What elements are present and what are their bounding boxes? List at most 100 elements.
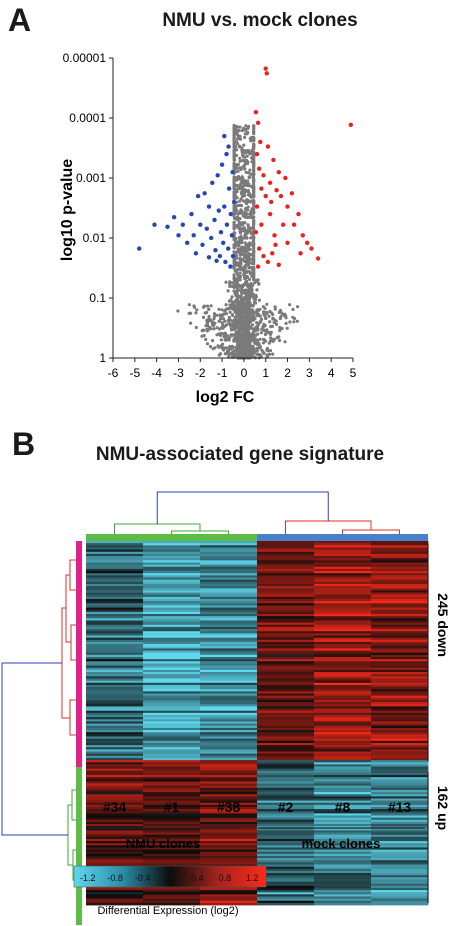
heatmap-cell <box>143 710 201 714</box>
heatmap-cell <box>257 802 315 806</box>
heatmap-cell <box>257 650 315 654</box>
heatmap-cell <box>143 708 201 712</box>
dendrogram-branch <box>342 529 400 534</box>
non-significant-point <box>246 330 251 334</box>
non-significant-point <box>252 160 256 164</box>
up-regulated-point <box>296 211 301 217</box>
non-significant-point <box>238 166 242 170</box>
non-significant-point <box>245 350 250 355</box>
heatmap-cell <box>314 755 372 759</box>
non-significant-point <box>274 322 279 326</box>
non-significant-point <box>234 225 239 229</box>
non-significant-point <box>246 160 250 164</box>
heatmap-cell <box>143 730 201 733</box>
heatmap-cell <box>371 817 429 821</box>
heatmap-cell <box>143 781 201 784</box>
heatmap-cell <box>86 849 144 853</box>
heatmap-cell <box>314 811 372 814</box>
heatmap-cell <box>200 603 258 606</box>
column-label: #13 <box>388 799 412 815</box>
heatmap-cell <box>86 796 144 799</box>
heatmap-cell <box>371 862 429 865</box>
heatmap-cell <box>86 641 144 645</box>
non-significant-point <box>229 327 233 331</box>
heatmap-cell <box>257 631 315 634</box>
heatmap-cell <box>143 702 201 705</box>
heatmap-cell <box>200 631 258 634</box>
non-significant-point <box>215 326 219 330</box>
heatmap-cell <box>86 783 144 787</box>
non-significant-point <box>236 342 240 346</box>
non-significant-point <box>252 218 256 222</box>
heatmap-cell <box>314 605 372 608</box>
heatmap-cell <box>257 806 315 810</box>
heatmap-cell <box>257 760 315 763</box>
heatmap-cell <box>143 896 201 900</box>
heatmap-cell <box>143 811 201 814</box>
heatmap-cell <box>143 611 201 615</box>
heatmap-cell <box>200 849 258 853</box>
heatmap-cell <box>371 745 429 748</box>
non-significant-point <box>252 182 256 186</box>
non-significant-point <box>236 285 240 289</box>
heatmap-cell <box>143 697 201 701</box>
heatmap-cell <box>371 819 429 823</box>
non-significant-point <box>231 333 235 337</box>
heatmap-cell <box>257 721 315 724</box>
heatmap-cell <box>257 898 315 902</box>
heatmap-cell <box>86 824 144 827</box>
non-significant-point <box>258 353 262 357</box>
heatmap-cell <box>371 787 429 791</box>
heatmap-cell <box>371 699 429 703</box>
heatmap-cell <box>257 609 315 613</box>
heatmap-cell <box>314 644 372 647</box>
heatmap-cell <box>371 704 429 707</box>
down-regulated-point <box>193 251 199 256</box>
volcano-x-label: log2 FC <box>196 389 255 406</box>
heatmap-cell <box>143 738 201 742</box>
heatmap-cell <box>314 760 372 763</box>
heatmap-cell <box>86 896 144 900</box>
non-significant-point <box>232 250 236 254</box>
heatmap-cell <box>143 828 201 831</box>
heatmap-cell <box>257 727 315 731</box>
heatmap-cell <box>371 551 429 555</box>
heatmap-cell <box>314 804 372 808</box>
heatmap-cell <box>200 757 258 761</box>
non-significant-point <box>240 129 244 133</box>
non-significant-point <box>234 204 239 208</box>
heatmap-cell <box>314 858 372 861</box>
heatmap-cell <box>314 900 372 904</box>
heatmap-cell <box>314 847 372 850</box>
down-regulated-point <box>217 253 223 259</box>
non-significant-point <box>257 345 261 350</box>
up-regulated-point <box>269 199 274 205</box>
down-regulated-point <box>215 173 220 178</box>
non-significant-point <box>241 199 245 203</box>
heatmap-cell <box>371 740 429 744</box>
heatmap-cell <box>371 813 429 816</box>
non-significant-point <box>296 305 300 309</box>
heatmap-cell <box>257 747 315 750</box>
heatmap-cell <box>86 800 144 804</box>
heatmap-cell <box>257 781 315 784</box>
heatmap-cell <box>371 652 429 656</box>
heatmap-cell <box>143 841 201 844</box>
non-significant-point <box>248 354 252 358</box>
heatmap-cell <box>86 697 144 701</box>
non-significant-point <box>244 243 248 247</box>
heatmap-cell <box>314 618 372 621</box>
non-significant-point <box>194 325 198 330</box>
non-significant-point <box>260 348 264 352</box>
heatmap-cell <box>257 830 315 833</box>
colorbar: -1.2 -0.8 -0.4 0.0 0.4 0.8 1.2 Differential Ex… <box>73 865 267 917</box>
heatmap-column-labels: #34 #1 #38 #2 #8 #13 <box>103 799 412 815</box>
heatmap-cell <box>371 800 429 804</box>
non-significant-point <box>252 137 256 141</box>
heatmap-cell <box>86 787 144 791</box>
heatmap-cell <box>200 785 258 789</box>
heatmap-cell <box>143 607 201 611</box>
non-significant-point <box>243 151 247 155</box>
non-significant-point <box>252 236 256 240</box>
non-significant-point <box>252 317 256 322</box>
